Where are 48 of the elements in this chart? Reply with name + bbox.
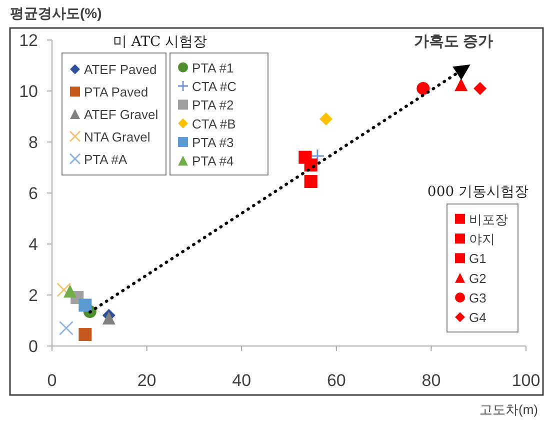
legend-label: PTA #2 [192,98,234,113]
x-axis-title: 고도차(m) [480,402,538,417]
point [304,175,318,188]
x-tick-label: 100 [512,371,540,390]
legend-label: ATEF Paved [84,62,157,78]
legend-label: CTA #C [192,79,237,94]
y-tick-label: 12 [19,31,38,50]
y-tick-label: 6 [28,184,38,203]
point [474,82,487,95]
annotation: 가혹도 증가 [414,33,493,50]
x-tick-label: 0 [47,371,57,390]
y-tick-label: 8 [28,133,38,152]
point [78,328,92,342]
point [102,311,116,324]
y-tick-label: 0 [28,337,38,356]
legend-label: CTA #B [192,116,236,132]
legend-label: G3 [469,290,486,306]
x-tick-label: 20 [137,371,156,390]
legend-label: PTA #1 [192,60,234,76]
point [56,282,72,298]
y-tick-label: 10 [19,82,38,101]
legend-label: PTA #3 [192,135,234,150]
legend-label: G1 [469,251,486,266]
point [454,78,468,92]
legend-label: PTA #A [84,152,128,167]
point [304,158,318,172]
y-axis-title: 평균경사도(%) [10,5,102,21]
legend-label: ATEF Gravel [84,107,158,122]
legend-label: 비포장 [469,212,508,227]
point [310,148,325,164]
legend-label: NTA Gravel [84,129,150,144]
y-tick-label: 2 [28,286,38,305]
x-tick-label: 60 [326,371,346,390]
legend-label: G2 [469,270,486,286]
point [319,112,332,126]
annotation: 미 ATC 시험장 [112,34,208,50]
legend-label: PTA #4 [192,154,234,169]
point [58,320,74,336]
point [64,284,77,298]
annotation: 000 기동시험장 [427,184,529,200]
legend-label: 야지 [469,232,495,246]
point [78,298,92,312]
x-tick-label: 80 [422,371,441,390]
y-tick-label: 4 [28,235,38,254]
point [416,82,430,95]
legend-label: G4 [469,310,486,326]
x-tick-label: 40 [232,371,252,390]
legend-label: PTA Paved [84,84,148,100]
